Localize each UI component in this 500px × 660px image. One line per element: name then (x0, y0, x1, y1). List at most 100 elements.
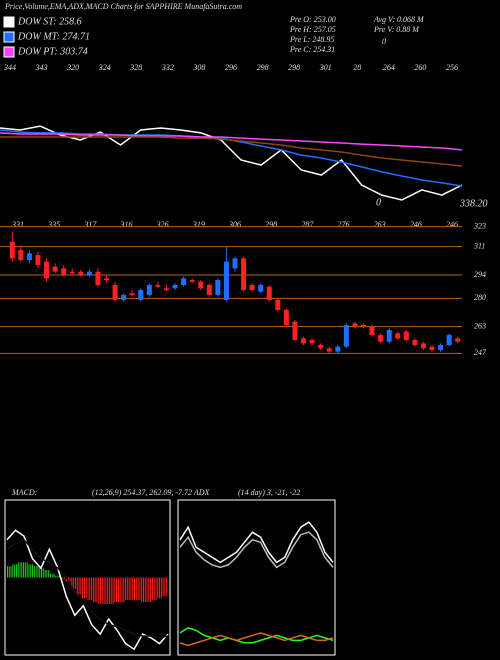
candle-body (369, 326, 375, 335)
candle-body (26, 253, 32, 260)
candle-body (129, 293, 135, 295)
candle-body (95, 271, 101, 285)
candle-body (335, 346, 341, 352)
candle-body (309, 340, 315, 344)
candle-body (223, 261, 229, 300)
candle-body (198, 281, 204, 289)
candle-body (52, 266, 58, 272)
candle-body (326, 348, 332, 352)
candle-body (318, 345, 324, 349)
series-line (0, 132, 463, 151)
top-label: 246 (410, 220, 422, 229)
legend-label: DOW MT: 274.71 (17, 31, 90, 42)
top-label: 246 (446, 220, 458, 229)
candle-body (86, 271, 92, 275)
candle-body (78, 271, 84, 275)
series-line (179, 626, 334, 644)
top-label: 298 (265, 220, 277, 229)
candle-body (181, 278, 187, 285)
candle-body (163, 288, 169, 290)
candle-body (155, 285, 161, 287)
annotation: 338.20 (459, 198, 488, 209)
top-label: 298 (288, 63, 300, 72)
candle-body (146, 285, 152, 295)
volume-zero: 0 (382, 37, 386, 46)
candle-body (378, 335, 384, 342)
top-label: 260 (414, 63, 426, 72)
pre-close: Pre C: 254.31 (289, 45, 335, 54)
page-title: Price,Volume,EMA,ADX,MACD Charts for SAP… (4, 2, 242, 11)
candle-body (189, 280, 195, 282)
y-tick-label: 263 (474, 321, 486, 330)
candle-body (438, 345, 444, 350)
candle-body (18, 250, 24, 260)
top-label: 28 (353, 63, 361, 72)
top-label: 263 (374, 220, 386, 229)
candle-body (215, 280, 221, 295)
candle-body (412, 340, 418, 345)
candle-body (9, 241, 15, 259)
candle-body (292, 321, 298, 340)
candle-body (249, 285, 255, 290)
candle-body (35, 255, 41, 265)
candle-body (403, 331, 409, 340)
adx-frame (177, 499, 336, 656)
series-line (6, 538, 169, 639)
top-label: 316 (120, 220, 133, 229)
top-label: 264 (383, 63, 395, 72)
top-label: 287 (301, 220, 314, 229)
candle-body (275, 300, 281, 310)
top-label: 256 (446, 63, 458, 72)
candle-body (206, 285, 212, 295)
candle-body (352, 323, 358, 327)
candle-body (420, 343, 426, 349)
y-tick-label: 311 (473, 241, 485, 250)
pre-low: Pre L: 248.95 (289, 35, 334, 44)
top-label: 276 (338, 220, 350, 229)
top-label: 319 (192, 220, 205, 229)
candle-body (112, 285, 118, 300)
y-tick-label: 323 (473, 221, 486, 230)
series-line (179, 531, 334, 569)
candle-body (360, 325, 366, 327)
top-label: 324 (98, 63, 111, 72)
y-tick-label: 294 (474, 270, 486, 279)
macd-values: (12,26,9) 254.37, 262.09, -7.72 ADX (92, 488, 211, 497)
candle-body (232, 258, 238, 269)
pre-open: Pre O: 253.00 (289, 15, 336, 24)
top-label: 306 (228, 220, 241, 229)
series-line (0, 125, 463, 201)
candle-body (69, 271, 75, 274)
top-label: 308 (192, 63, 205, 72)
top-label: 335 (47, 220, 60, 229)
legend-label: DOW ST: 258.6 (17, 16, 82, 27)
adx-values: (14 day) 3, -21, -22 (238, 488, 300, 497)
top-label: 328 (129, 63, 142, 72)
top-label: 298 (257, 63, 269, 72)
candle-body (386, 330, 392, 342)
annotation: 0 (376, 197, 381, 208)
top-label: 320 (66, 63, 79, 72)
macd-label: MACD: (11, 488, 38, 497)
pre-volume: Pre V: 0.88 M (373, 25, 420, 34)
y-tick-label: 247 (474, 348, 487, 357)
candle-body (266, 286, 272, 300)
y-tick-label: 280 (474, 293, 486, 302)
candle-body (172, 285, 178, 289)
pre-high: Pre H: 257.05 (289, 25, 336, 34)
legend-swatch (3, 16, 15, 28)
candle-body (455, 338, 461, 342)
top-label: 301 (319, 63, 332, 72)
candle-body (241, 258, 247, 290)
series-line (6, 529, 169, 651)
candle-body (121, 295, 127, 300)
series-line (179, 632, 334, 647)
top-label: 344 (3, 63, 16, 72)
macd-frame (4, 499, 171, 656)
series-line (179, 521, 334, 564)
top-label: 331 (11, 220, 24, 229)
top-label: 332 (161, 63, 174, 72)
